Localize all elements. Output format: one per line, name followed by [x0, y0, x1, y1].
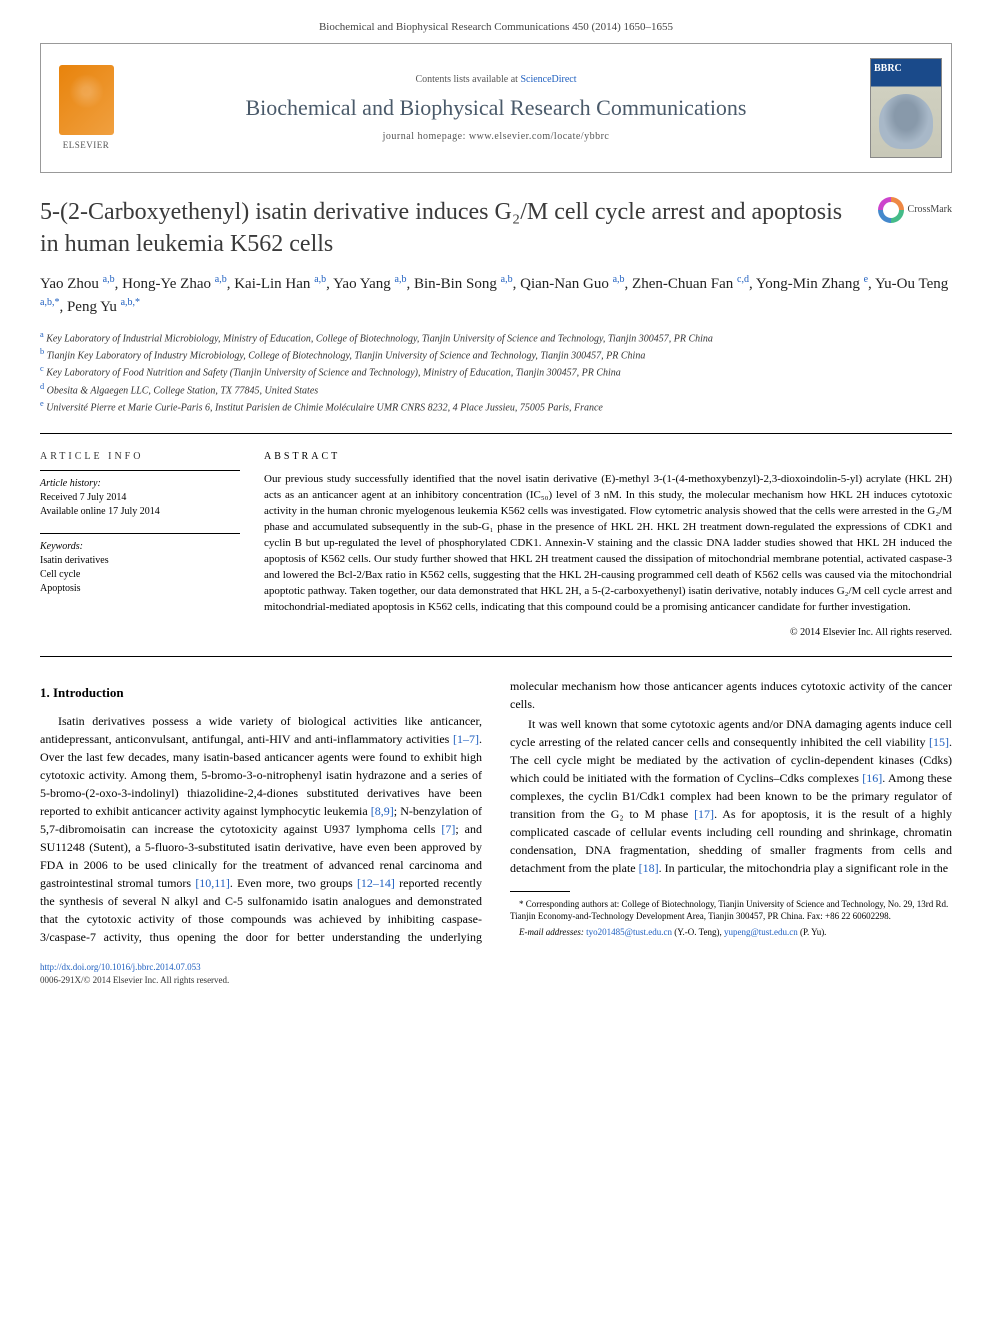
cover-box — [861, 44, 951, 172]
keywords-section: Keywords: Isatin derivatives Cell cycle … — [40, 533, 240, 596]
available-date: Available online 17 July 2014 — [40, 505, 240, 519]
ref-link[interactable]: [8,9] — [371, 804, 394, 818]
contents-available: Contents lists available at ScienceDirec… — [143, 73, 849, 87]
crossmark-icon — [878, 197, 904, 223]
ref-link[interactable]: [15] — [929, 735, 949, 749]
footnotes: * Corresponding authors at: College of B… — [510, 898, 952, 939]
homepage-link[interactable]: www.elsevier.com/locate/ybbrc — [469, 131, 609, 142]
body-two-columns: 1. Introduction Isatin derivatives posse… — [40, 677, 952, 947]
abstract-text: Our previous study successfully identifi… — [264, 472, 952, 615]
corresponding-author-note: * Corresponding authors at: College of B… — [510, 898, 952, 923]
elsevier-tree-icon — [59, 65, 114, 135]
journal-header: ELSEVIER Contents lists available at Sci… — [40, 43, 952, 173]
ref-link[interactable]: [12–14] — [357, 876, 395, 890]
history-label: Article history: — [40, 477, 240, 491]
crossmark-badge[interactable]: CrossMark — [878, 197, 952, 223]
header-center: Contents lists available at ScienceDirec… — [131, 44, 861, 172]
email-link[interactable]: yupeng@tust.edu.cn — [724, 927, 798, 937]
sciencedirect-link[interactable]: ScienceDirect — [520, 74, 576, 85]
ref-link[interactable]: [1–7] — [453, 732, 479, 746]
homepage-prefix: journal homepage: — [383, 131, 469, 142]
footnote-separator — [510, 891, 570, 892]
publisher-logo-box: ELSEVIER — [41, 44, 131, 172]
keyword: Apoptosis — [40, 582, 240, 596]
ref-link[interactable]: [10,11] — [195, 876, 230, 890]
journal-name: Biochemical and Biophysical Research Com… — [143, 93, 849, 124]
keyword: Isatin derivatives — [40, 554, 240, 568]
keywords-label: Keywords: — [40, 540, 240, 554]
section-1-heading: 1. Introduction — [40, 683, 482, 703]
abstract-copyright: © 2014 Elsevier Inc. All rights reserved… — [264, 626, 952, 640]
received-date: Received 7 July 2014 — [40, 491, 240, 505]
affiliations: a Key Laboratory of Industrial Microbiol… — [40, 329, 952, 416]
journal-cover-icon — [870, 58, 942, 158]
contents-prefix: Contents lists available at — [415, 74, 520, 85]
journal-homepage: journal homepage: www.elsevier.com/locat… — [143, 130, 849, 144]
ref-link[interactable]: [7] — [441, 822, 455, 836]
intro-paragraph-2: It was well known that some cytotoxic ag… — [510, 715, 952, 877]
publisher-name: ELSEVIER — [63, 139, 110, 152]
crossmark-label: CrossMark — [908, 203, 952, 217]
ref-link[interactable]: [18] — [639, 861, 659, 875]
issn-copyright: 0006-291X/© 2014 Elsevier Inc. All right… — [40, 975, 229, 985]
ref-link[interactable]: [17] — [694, 807, 714, 821]
doi-link[interactable]: http://dx.doi.org/10.1016/j.bbrc.2014.07… — [40, 962, 201, 972]
authors-list: Yao Zhou a,b, Hong-Ye Zhao a,b, Kai-Lin … — [40, 272, 952, 319]
article-info-heading: ARTICLE INFO — [40, 450, 240, 464]
journal-reference: Biochemical and Biophysical Research Com… — [40, 20, 952, 35]
abstract-column: ABSTRACT Our previous study successfully… — [264, 450, 952, 639]
article-history: Article history: Received 7 July 2014 Av… — [40, 470, 240, 519]
email-addresses: E-mail addresses: tyo201485@tust.edu.cn … — [510, 926, 952, 939]
keyword: Cell cycle — [40, 568, 240, 582]
ref-link[interactable]: [16] — [862, 771, 882, 785]
article-title: 5-(2-Carboxyethenyl) isatin derivative i… — [40, 197, 866, 259]
page-footer: http://dx.doi.org/10.1016/j.bbrc.2014.07… — [40, 960, 952, 986]
email-link[interactable]: tyo201485@tust.edu.cn — [586, 927, 672, 937]
article-info-column: ARTICLE INFO Article history: Received 7… — [40, 450, 240, 639]
email-label: E-mail addresses: — [519, 927, 586, 937]
abstract-heading: ABSTRACT — [264, 450, 952, 464]
